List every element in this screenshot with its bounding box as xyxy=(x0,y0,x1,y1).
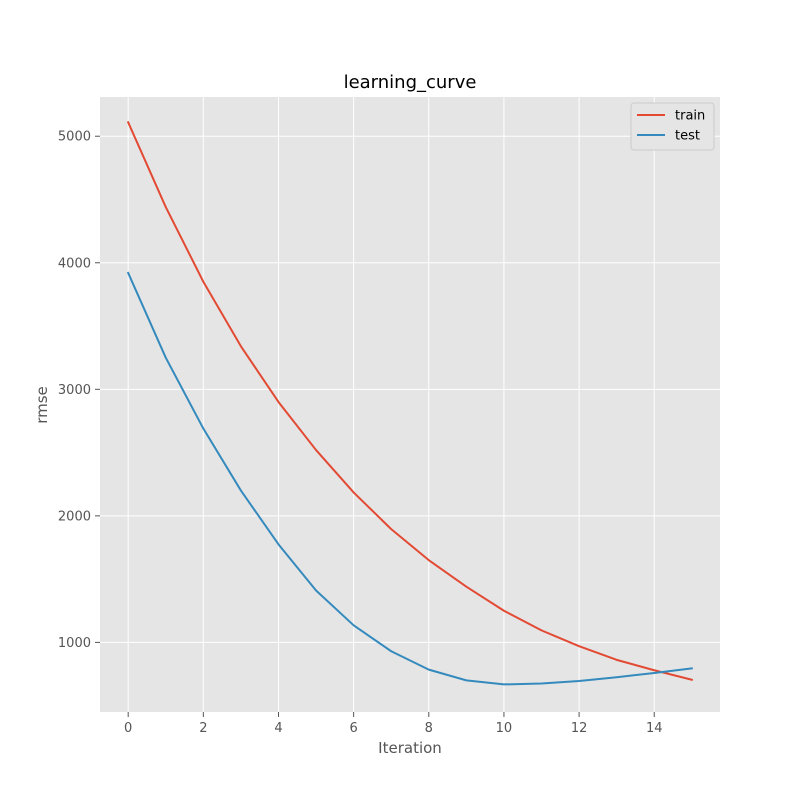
x-tick-label: 8 xyxy=(425,721,433,736)
chart-title: learning_curve xyxy=(344,72,477,93)
axis-ticks: 0 2 4 6 8 10 12 14 1000 2000 3000 4000 5000 xyxy=(58,130,663,736)
x-tick-label: 14 xyxy=(646,721,663,736)
series-layer xyxy=(126,120,694,686)
y-axis-label: rmse xyxy=(33,386,51,424)
y-tick-label: 5000 xyxy=(58,130,91,145)
y-tick-label: 2000 xyxy=(58,509,91,524)
y-tick-label: 3000 xyxy=(58,383,91,398)
x-tick-label: 2 xyxy=(199,721,207,736)
x-tick-label: 10 xyxy=(496,721,513,736)
series-line-test xyxy=(126,271,693,686)
y-tick-label: 1000 xyxy=(58,636,91,651)
grid xyxy=(100,97,720,712)
x-tick-label: 6 xyxy=(349,721,357,736)
x-axis-label: Iteration xyxy=(378,739,442,757)
series-line-train xyxy=(126,120,694,681)
y-tick-label: 4000 xyxy=(58,256,91,271)
legend-label-train: train xyxy=(675,109,705,124)
legend: train test xyxy=(630,102,715,151)
legend-label-test: test xyxy=(675,129,700,144)
x-tick-label: 12 xyxy=(571,721,588,736)
x-tick-label: 0 xyxy=(124,721,132,736)
x-tick-label: 4 xyxy=(274,721,282,736)
plot-area xyxy=(100,97,720,712)
